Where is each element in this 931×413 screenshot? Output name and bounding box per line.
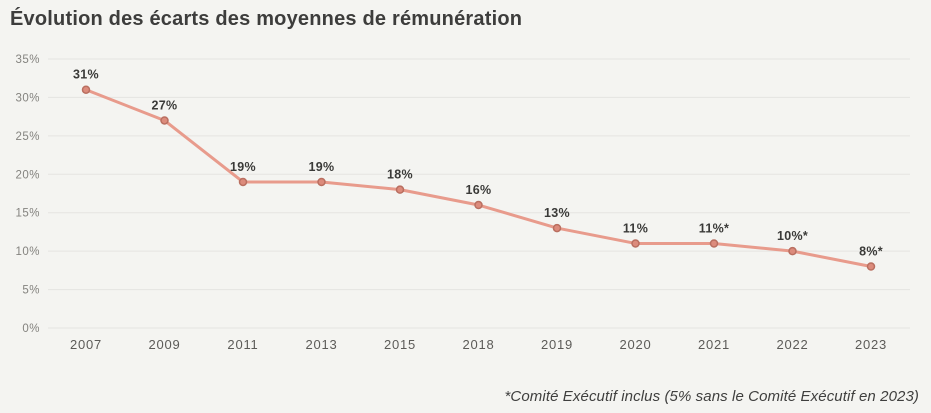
y-tick-label: 25% (15, 131, 40, 143)
x-tick-label: 2015 (384, 337, 416, 352)
y-tick-label: 5% (22, 285, 40, 297)
x-tick-label: 2011 (227, 337, 258, 352)
data-point-marker (552, 223, 562, 233)
data-point-label: 11%* (699, 221, 729, 235)
data-point-marker (238, 177, 248, 187)
data-point-label: 27% (152, 98, 178, 112)
data-point-marker (317, 177, 326, 187)
data-point-label: 31% (73, 68, 99, 82)
data-point-label: 13% (544, 206, 570, 220)
x-tick-label: 2013 (305, 337, 337, 352)
data-point-label: 16% (466, 183, 492, 197)
data-point-marker (474, 200, 483, 210)
data-point-label: 18% (387, 168, 413, 182)
data-point-marker (160, 116, 169, 125)
x-tick-label: 2021 (698, 337, 730, 352)
data-point-marker (395, 185, 405, 194)
line-chart: 0% 5% 10% 15% 20% 25% 30% 35% 2007 2009 2011 2013 20… (15, 54, 910, 352)
data-point-marker (631, 239, 640, 248)
series-line (84, 88, 873, 269)
data-point-label: 11% (623, 221, 648, 235)
x-tick-label: 2023 (855, 337, 887, 352)
chart-title: Évolution des écarts des moyennes de rém… (10, 8, 523, 30)
x-tick-label: 2022 (776, 337, 808, 352)
data-point-marker (788, 246, 797, 256)
data-point-label: 19% (309, 160, 335, 174)
data-point-marker (709, 239, 719, 248)
x-tick-label: 2019 (541, 337, 573, 352)
x-tick-label: 2020 (619, 337, 651, 352)
data-point-label: 19% (230, 160, 256, 174)
y-tick-label: 15% (15, 208, 40, 220)
y-tick-label: 35% (15, 54, 40, 66)
data-point-label: 10%* (777, 229, 808, 243)
data-point-marker (866, 262, 876, 271)
y-tick-label: 30% (15, 92, 40, 104)
chart-footnote: *Comité Exécutif inclus (5% sans le Comi… (504, 388, 919, 405)
y-tick-label: 20% (15, 169, 40, 181)
x-tick-label: 2018 (462, 337, 494, 352)
y-tick-label: 0% (22, 323, 40, 335)
data-point-label: 8%* (859, 245, 883, 259)
y-tick-label: 10% (15, 246, 40, 258)
x-tick-label: 2009 (148, 337, 180, 352)
x-tick-label: 2007 (70, 337, 102, 352)
data-point-marker (81, 85, 91, 94)
